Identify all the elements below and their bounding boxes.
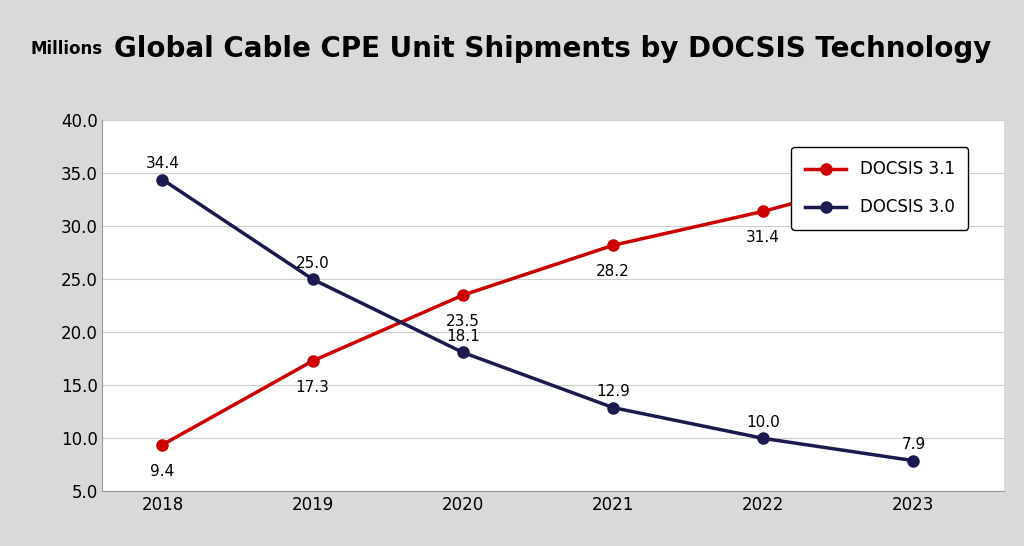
DOCSIS 3.0 [157,176,169,183]
Legend: DOCSIS 3.1, DOCSIS 3.0: DOCSIS 3.1, DOCSIS 3.0 [792,147,968,230]
Line: DOCSIS 3.1: DOCSIS 3.1 [157,165,919,450]
DOCSIS 3.1 [306,358,318,364]
DOCSIS 3.1 [607,242,620,248]
Text: 23.5: 23.5 [445,314,480,329]
Text: 9.4: 9.4 [151,464,175,479]
DOCSIS 3.0 [907,458,920,464]
Text: 35.2: 35.2 [896,147,931,163]
DOCSIS 3.0 [306,276,318,282]
Text: 7.9: 7.9 [901,437,926,452]
DOCSIS 3.0 [457,349,469,355]
Text: 25.0: 25.0 [296,256,330,271]
Text: Global Cable CPE Unit Shipments by DOCSIS Technology: Global Cable CPE Unit Shipments by DOCSI… [115,35,991,63]
Text: 34.4: 34.4 [145,156,179,171]
Text: 10.0: 10.0 [746,415,780,430]
DOCSIS 3.1 [157,442,169,448]
Text: Millions: Millions [31,40,102,58]
DOCSIS 3.0 [757,435,769,442]
Text: 17.3: 17.3 [296,380,330,395]
DOCSIS 3.1 [457,292,469,299]
Text: 28.2: 28.2 [596,264,630,280]
Text: 18.1: 18.1 [446,329,479,344]
DOCSIS 3.0 [607,405,620,411]
DOCSIS 3.1 [757,208,769,215]
Text: 12.9: 12.9 [596,384,630,399]
Line: DOCSIS 3.0: DOCSIS 3.0 [157,174,919,466]
Text: 31.4: 31.4 [746,230,780,246]
DOCSIS 3.1 [907,168,920,174]
